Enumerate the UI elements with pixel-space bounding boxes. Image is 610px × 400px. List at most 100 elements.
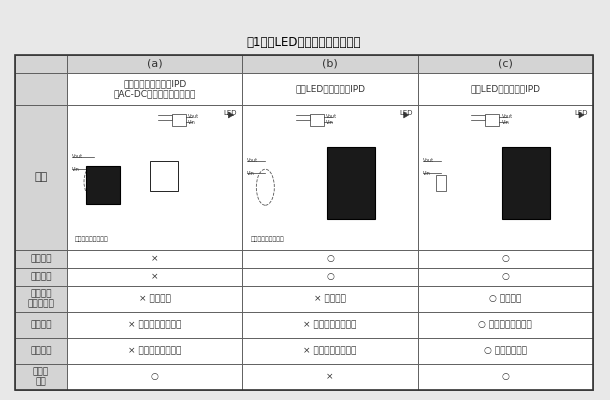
Bar — [502, 147, 550, 219]
Text: Vout: Vout — [501, 114, 512, 120]
Text: 従来LED照明駆動用IPD: 従来LED照明駆動用IPD — [295, 84, 365, 94]
Bar — [242, 55, 418, 73]
Text: ○: ○ — [151, 372, 159, 382]
Bar — [15, 312, 67, 338]
Polygon shape — [579, 112, 584, 118]
Text: スイッチング電源用IPD
（AC-DC変換＋定電流制御）: スイッチング電源用IPD （AC-DC変換＋定電流制御） — [113, 79, 196, 99]
Bar — [67, 268, 242, 286]
Bar — [418, 105, 593, 250]
Text: 入力電解
コンデンサ: 入力電解 コンデンサ — [27, 289, 54, 309]
Bar — [15, 55, 593, 390]
Text: 定電流
回路: 定電流 回路 — [159, 170, 169, 182]
Bar — [15, 73, 67, 105]
Text: 回路: 回路 — [34, 172, 48, 182]
Bar — [418, 364, 593, 390]
Text: Vin: Vin — [326, 120, 334, 124]
Bar — [67, 250, 242, 268]
Bar — [242, 364, 418, 390]
Text: LED: LED — [399, 110, 413, 116]
Bar — [418, 250, 593, 268]
Text: Vout: Vout — [247, 158, 259, 163]
Text: 調光機能: 調光機能 — [30, 346, 52, 356]
Bar — [15, 286, 67, 312]
Bar — [242, 286, 418, 312]
Text: 入力電解コンデンサ: 入力電解コンデンサ — [75, 236, 109, 242]
Bar — [67, 312, 242, 338]
Text: Vout: Vout — [326, 114, 337, 120]
Text: ○ （対応可能）: ○ （対応可能） — [484, 346, 527, 356]
Bar — [67, 73, 242, 105]
Bar — [418, 55, 593, 73]
Text: × （別途回路必要）: × （別途回路必要） — [128, 320, 181, 330]
Bar — [15, 338, 67, 364]
Bar — [242, 73, 418, 105]
Bar — [326, 147, 375, 219]
Text: LED: LED — [224, 110, 237, 116]
Text: 力率改善: 力率改善 — [30, 320, 52, 330]
Text: ○: ○ — [326, 272, 334, 282]
Bar — [15, 364, 67, 390]
Text: Vout: Vout — [188, 114, 199, 120]
Text: ○: ○ — [501, 272, 509, 282]
Text: 入力電解コンデンサ: 入力電解コンデンサ — [251, 236, 284, 242]
Text: ○: ○ — [501, 372, 509, 382]
Text: ○: ○ — [326, 254, 334, 264]
Text: × （別途回路必要）: × （別途回路必要） — [303, 320, 357, 330]
Text: ×: × — [151, 272, 159, 282]
Text: Vout: Vout — [72, 154, 83, 159]
Bar — [242, 250, 418, 268]
Bar — [67, 286, 242, 312]
Text: 定電流
精度: 定電流 精度 — [33, 367, 49, 387]
Bar — [418, 338, 593, 364]
Text: IPD: IPD — [96, 181, 110, 190]
Polygon shape — [228, 112, 234, 118]
Bar — [150, 161, 178, 191]
Bar — [418, 312, 593, 338]
Bar — [15, 250, 67, 268]
Text: ○: ○ — [501, 254, 509, 264]
Text: IPD: IPD — [515, 176, 536, 190]
Text: × （必要）: × （必要） — [314, 294, 346, 304]
Bar — [67, 364, 242, 390]
Text: 変換効率: 変換効率 — [30, 272, 52, 282]
Bar — [418, 268, 593, 286]
Bar — [15, 55, 67, 73]
Bar — [172, 114, 186, 126]
Text: Vin: Vin — [188, 120, 196, 124]
Text: ○ （追加回路不要）: ○ （追加回路不要） — [478, 320, 532, 330]
Bar — [86, 166, 120, 204]
Bar — [242, 268, 418, 286]
Bar — [310, 114, 324, 126]
Bar — [418, 286, 593, 312]
Bar — [67, 55, 242, 73]
Bar — [15, 268, 67, 286]
Text: × （対応できない）: × （対応できない） — [128, 346, 181, 356]
Bar — [67, 105, 242, 250]
Text: 回路規模: 回路規模 — [30, 254, 52, 264]
Bar — [436, 175, 446, 191]
Text: Vin: Vin — [72, 167, 80, 172]
Polygon shape — [404, 112, 409, 118]
Bar — [242, 338, 418, 364]
Text: (b): (b) — [322, 59, 338, 69]
Text: ○ （不要）: ○ （不要） — [489, 294, 522, 304]
Text: Vout: Vout — [423, 158, 434, 163]
Bar — [67, 338, 242, 364]
Text: ×: × — [151, 254, 159, 264]
Text: 第1図　LED照明駆動回路の比較: 第1図 LED照明駆動回路の比較 — [247, 36, 361, 50]
Text: ×: × — [326, 372, 334, 382]
Text: 新規LED照明駆動用IPD: 新規LED照明駆動用IPD — [470, 84, 540, 94]
Text: (c): (c) — [498, 59, 513, 69]
Bar — [486, 114, 500, 126]
Text: Vin: Vin — [247, 171, 255, 176]
Bar — [15, 105, 67, 250]
Text: × （対応できない）: × （対応できない） — [303, 346, 357, 356]
Text: × （必要）: × （必要） — [138, 294, 171, 304]
Bar — [418, 73, 593, 105]
Text: LED: LED — [575, 110, 588, 116]
Bar — [242, 105, 418, 250]
Text: IPD: IPD — [340, 176, 361, 190]
Text: Vin: Vin — [501, 120, 509, 124]
Text: (a): (a) — [147, 59, 162, 69]
Bar — [242, 312, 418, 338]
